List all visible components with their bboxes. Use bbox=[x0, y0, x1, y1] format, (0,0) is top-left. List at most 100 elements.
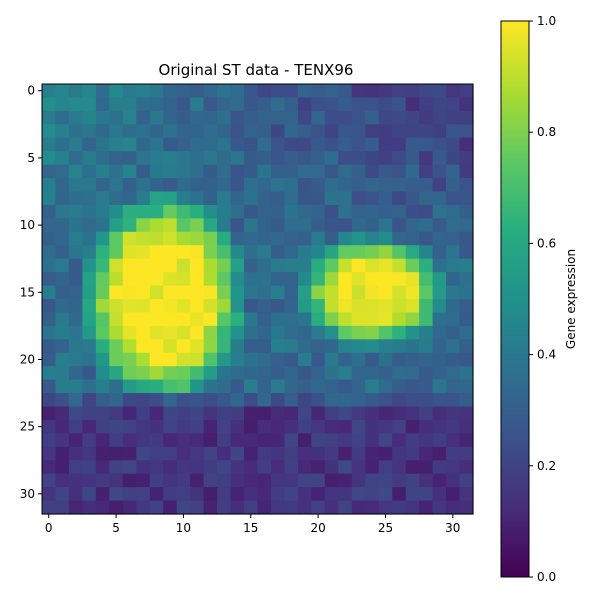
heatmap-cell bbox=[365, 299, 380, 314]
heatmap-cell bbox=[95, 191, 110, 206]
heatmap-cell bbox=[392, 473, 407, 488]
heatmap-cell bbox=[55, 218, 70, 233]
heatmap-cell bbox=[338, 191, 353, 206]
heatmap-cell bbox=[419, 231, 434, 246]
heatmap-cell bbox=[378, 110, 393, 125]
heatmap-cell bbox=[136, 433, 151, 448]
heatmap-cell bbox=[82, 352, 97, 367]
heatmap-cell bbox=[230, 460, 245, 475]
heatmap-cell bbox=[405, 325, 420, 340]
heatmap-cell bbox=[190, 137, 205, 152]
heatmap-cell bbox=[297, 272, 312, 287]
x-tick-label: 5 bbox=[112, 521, 120, 535]
heatmap-cell bbox=[109, 272, 124, 287]
heatmap-cell bbox=[284, 110, 299, 125]
heatmap-cell bbox=[432, 393, 447, 408]
heatmap-cell bbox=[419, 473, 434, 488]
heatmap-cell bbox=[392, 487, 407, 502]
heatmap-cell bbox=[217, 500, 232, 515]
heatmap-cell bbox=[190, 460, 205, 475]
heatmap-cell bbox=[351, 460, 366, 475]
heatmap-cell bbox=[176, 231, 191, 246]
heatmap-cell bbox=[419, 137, 434, 152]
heatmap-cell bbox=[136, 339, 151, 354]
heatmap-cell bbox=[378, 285, 393, 300]
heatmap-cell bbox=[311, 258, 326, 273]
heatmap-cell bbox=[351, 419, 366, 434]
heatmap-cell bbox=[432, 339, 447, 354]
heatmap-cell bbox=[446, 433, 461, 448]
heatmap-cell bbox=[432, 406, 447, 421]
heatmap-cell bbox=[432, 487, 447, 502]
heatmap-cell bbox=[176, 191, 191, 206]
heatmap-cell bbox=[459, 339, 474, 354]
heatmap-cell bbox=[257, 258, 272, 273]
heatmap-cell bbox=[324, 379, 339, 394]
heatmap-cell bbox=[109, 299, 124, 314]
heatmap-cell bbox=[109, 312, 124, 327]
heatmap-cell bbox=[95, 379, 110, 394]
heatmap-cell bbox=[338, 97, 353, 112]
heatmap-cell bbox=[270, 433, 286, 448]
heatmap-cell bbox=[365, 419, 380, 434]
heatmap-cell bbox=[190, 178, 205, 193]
heatmap-cell bbox=[122, 473, 137, 488]
x-tick-label: 15 bbox=[243, 521, 258, 535]
heatmap-cell bbox=[311, 366, 326, 381]
heatmap-cell bbox=[324, 460, 339, 475]
heatmap-cell bbox=[378, 460, 393, 475]
heatmap-cell bbox=[419, 218, 434, 233]
heatmap-cell bbox=[95, 487, 110, 502]
heatmap-cell bbox=[163, 285, 178, 300]
heatmap-cell bbox=[109, 151, 124, 166]
heatmap-cell bbox=[257, 325, 272, 340]
heatmap-cell bbox=[42, 285, 57, 300]
heatmap-cell bbox=[419, 419, 434, 434]
heatmap-cell bbox=[68, 473, 84, 488]
heatmap-cell bbox=[446, 258, 461, 273]
heatmap-cell bbox=[230, 164, 245, 179]
heatmap-cell bbox=[270, 446, 286, 461]
heatmap-cell bbox=[257, 272, 272, 287]
heatmap-cell bbox=[257, 110, 272, 125]
heatmap-cell bbox=[405, 379, 420, 394]
heatmap-cell bbox=[297, 446, 312, 461]
heatmap-cell bbox=[365, 325, 380, 340]
heatmap-cell bbox=[432, 151, 447, 166]
heatmap-cell bbox=[203, 473, 218, 488]
heatmap-cell bbox=[122, 218, 137, 233]
heatmap-cell bbox=[324, 339, 339, 354]
heatmap-cell bbox=[297, 433, 312, 448]
heatmap-cell bbox=[122, 151, 137, 166]
heatmap-cell bbox=[270, 137, 286, 152]
heatmap-cell bbox=[432, 500, 447, 515]
heatmap-cell bbox=[419, 245, 434, 260]
heatmap-cell bbox=[42, 272, 57, 287]
heatmap-cell bbox=[365, 204, 380, 219]
heatmap-cell bbox=[42, 204, 57, 219]
heatmap-cell bbox=[109, 285, 124, 300]
heatmap-cell bbox=[176, 366, 191, 381]
heatmap-cell bbox=[68, 446, 84, 461]
heatmap-cell bbox=[176, 487, 191, 502]
heatmap-cell bbox=[270, 285, 286, 300]
heatmap-cell bbox=[351, 231, 366, 246]
heatmap-cell bbox=[217, 433, 232, 448]
heatmap-cell bbox=[270, 339, 286, 354]
heatmap-cell bbox=[297, 164, 312, 179]
heatmap-cell bbox=[270, 164, 286, 179]
heatmap-cell bbox=[244, 406, 259, 421]
heatmap-cell bbox=[136, 97, 151, 112]
heatmap-cell bbox=[432, 245, 447, 260]
heatmap-cell bbox=[270, 473, 286, 488]
heatmap-cell bbox=[136, 84, 151, 99]
heatmap-cell bbox=[378, 393, 393, 408]
heatmap-cell bbox=[405, 312, 420, 327]
heatmap-cell bbox=[42, 84, 57, 99]
heatmap-cell bbox=[351, 84, 366, 99]
heatmap-cell bbox=[176, 406, 191, 421]
heatmap-cell bbox=[419, 124, 434, 139]
heatmap-cell bbox=[95, 352, 110, 367]
heatmap-cell bbox=[365, 124, 380, 139]
heatmap-cell bbox=[392, 379, 407, 394]
